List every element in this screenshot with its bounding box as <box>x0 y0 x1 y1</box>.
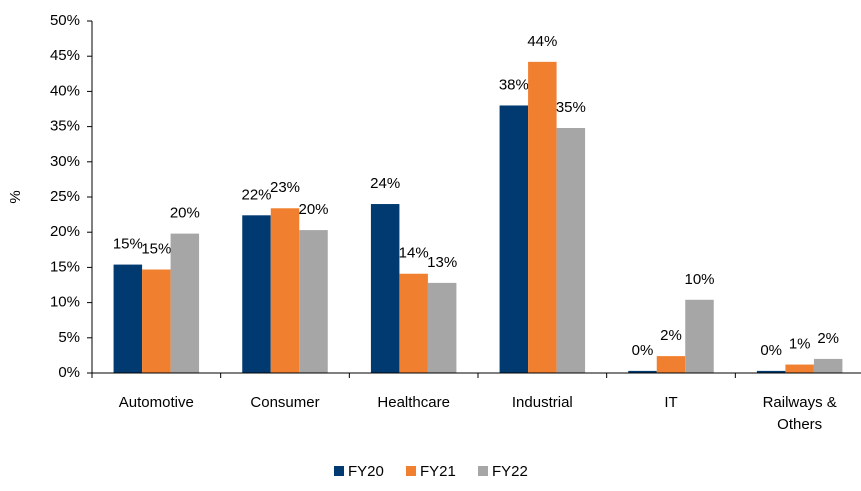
value-label: 20% <box>170 205 200 222</box>
y-axis-label: % <box>7 190 24 203</box>
legend-swatch <box>478 466 488 476</box>
y-tick-label: 35% <box>50 118 80 135</box>
x-tick-label: Healthcare <box>377 394 450 411</box>
x-tick-label: Industrial <box>512 394 573 411</box>
bar <box>785 364 814 373</box>
value-label: 2% <box>817 330 839 347</box>
x-tick-label: Consumer <box>250 394 319 411</box>
bar <box>142 269 171 373</box>
y-tick-label: 25% <box>50 188 80 205</box>
bar <box>399 273 428 373</box>
y-tick-label: 15% <box>50 258 80 275</box>
value-label: 35% <box>556 99 586 116</box>
y-tick-label: 45% <box>50 47 80 64</box>
y-tick-label: 10% <box>50 294 80 311</box>
value-label: 44% <box>527 33 557 50</box>
legend-label: FY20 <box>348 463 384 480</box>
bar <box>499 105 529 373</box>
bar <box>370 204 400 373</box>
bar <box>113 264 143 373</box>
value-label: 0% <box>632 342 654 359</box>
y-tick-label: 30% <box>50 153 80 170</box>
bar <box>813 358 843 373</box>
bar <box>170 233 200 373</box>
bar <box>756 370 786 373</box>
value-label: 20% <box>298 201 328 218</box>
bar <box>299 230 328 373</box>
value-label: 14% <box>399 245 429 262</box>
value-label: 10% <box>684 271 714 288</box>
value-label: 2% <box>660 327 682 344</box>
value-label: 15% <box>141 240 171 257</box>
bar <box>242 215 271 373</box>
y-tick-label: 40% <box>50 82 80 99</box>
bar <box>556 128 586 373</box>
value-label: 23% <box>270 179 300 196</box>
bar <box>270 208 300 373</box>
value-label: 13% <box>427 254 457 271</box>
bar <box>685 299 714 373</box>
value-label: 15% <box>113 236 143 253</box>
value-label: 22% <box>241 186 271 203</box>
legend-label: FY22 <box>492 463 528 480</box>
bar <box>628 370 657 373</box>
bar <box>528 61 557 373</box>
value-label: 24% <box>370 175 400 192</box>
value-label: 0% <box>760 342 782 359</box>
y-tick-label: 5% <box>58 329 80 346</box>
y-tick-label: 50% <box>50 12 80 29</box>
x-tick-label: Automotive <box>119 394 194 411</box>
bar <box>427 282 457 373</box>
legend-swatch <box>406 466 416 476</box>
legend-label: FY21 <box>420 463 456 480</box>
bar <box>656 356 686 373</box>
legend-swatch <box>334 466 344 476</box>
value-label: 38% <box>499 76 529 93</box>
x-tick-label: Railways & Others <box>763 394 837 433</box>
y-tick-label: 20% <box>50 223 80 240</box>
y-tick-label: 0% <box>58 364 80 381</box>
x-tick-label: IT <box>664 394 677 411</box>
value-label: 1% <box>789 336 811 353</box>
